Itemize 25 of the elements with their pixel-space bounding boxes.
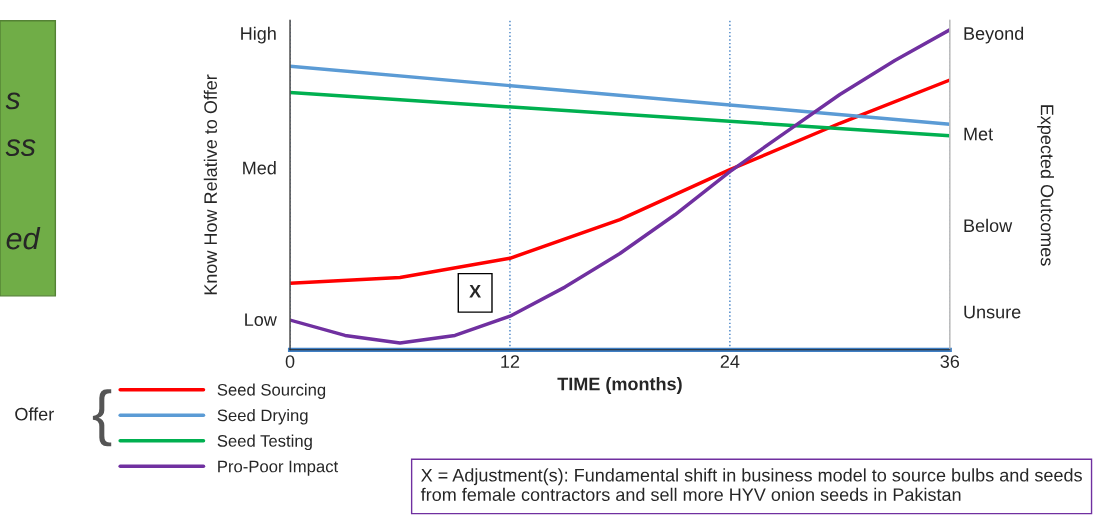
text: s: [5, 92, 21, 110]
text: Below: [964, 218, 1013, 233]
text: Offer: [15, 407, 54, 421]
text: ed: [6, 226, 41, 250]
x-tick-label: 12: [501, 355, 520, 368]
text: ss: [5, 139, 36, 156]
text: {: [92, 389, 112, 447]
text: High: [241, 26, 276, 44]
x-axis-title: TIME (months): [557, 377, 682, 394]
y2-axis-title: Expected Outcomes: [1037, 105, 1054, 266]
text: X = Adjustment(s): Fundamental shift in business model to source bulbs and seeds from female contractors and sell more HYV onion seeds in Pakistan: [420, 468, 1082, 502]
text: Met: [964, 127, 993, 141]
legend-label: Seed Sourcing: [217, 383, 326, 400]
text: Beyond: [964, 26, 1024, 44]
text: Low: [245, 313, 277, 326]
x-tick-label: 24: [720, 355, 740, 368]
text: Med: [243, 161, 276, 175]
legend-label: Seed Drying: [217, 409, 308, 425]
y-axis-title: Know How Relative to Offer: [203, 74, 218, 295]
annotation: X: [469, 285, 481, 298]
x-tick-label: 0: [285, 355, 295, 368]
text: Unsure: [964, 305, 1021, 319]
legend-label: Seed Testing: [217, 434, 312, 451]
legend-label: Pro-Poor Impact: [218, 460, 339, 476]
x-tick-label: 36: [940, 355, 960, 368]
